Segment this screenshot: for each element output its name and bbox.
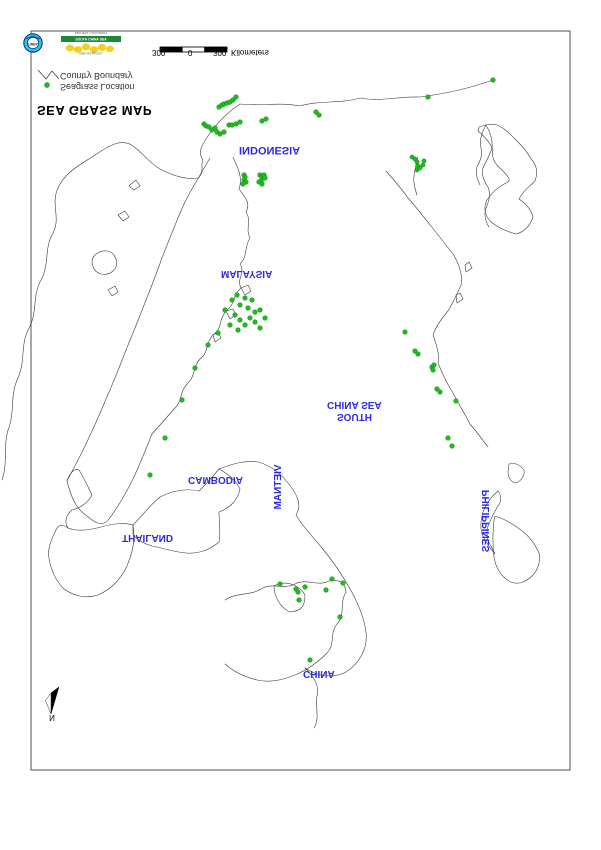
svg-text:UN: UN [31, 35, 35, 39]
svg-text:UNEP GEF PROJECT: UNEP GEF PROJECT [79, 53, 104, 56]
svg-text:SOUTH CHINA SEA: SOUTH CHINA SEA [75, 38, 107, 42]
svg-text:GEF: GEF [31, 52, 36, 54]
svg-text:UNEP: UNEP [28, 43, 38, 47]
svg-text:PROJECT COUNTRIES: PROJECT COUNTRIES [75, 31, 107, 35]
